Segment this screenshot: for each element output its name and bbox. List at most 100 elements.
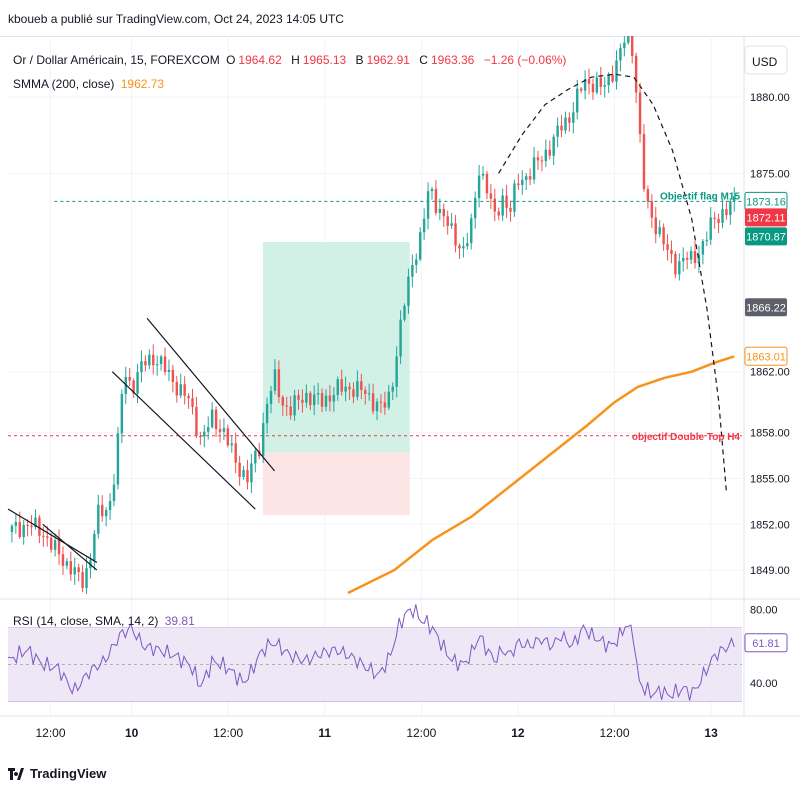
candle-body[interactable] bbox=[379, 401, 383, 403]
price-badge-1870[interactable] bbox=[745, 227, 787, 246]
candle-body[interactable] bbox=[548, 149, 551, 156]
candle-body[interactable] bbox=[387, 391, 391, 408]
candle-body[interactable] bbox=[434, 188, 438, 213]
candle-body[interactable] bbox=[454, 223, 457, 246]
currency-box[interactable] bbox=[744, 45, 788, 75]
candle-body[interactable] bbox=[583, 79, 587, 91]
candle-body[interactable] bbox=[568, 117, 571, 123]
candle-body[interactable] bbox=[226, 428, 230, 446]
candle-body[interactable] bbox=[285, 405, 288, 407]
candle-body[interactable] bbox=[674, 254, 677, 275]
candle-body[interactable] bbox=[269, 390, 273, 404]
candle-body[interactable] bbox=[34, 517, 37, 528]
rsi-current-badge[interactable] bbox=[744, 633, 788, 653]
candle-body[interactable] bbox=[120, 394, 124, 434]
rsi-label[interactable]: RSI (14, close, SMA, 14, 2) bbox=[13, 614, 159, 628]
candle-body[interactable] bbox=[481, 173, 485, 176]
candle-body[interactable] bbox=[458, 245, 461, 249]
candle-body[interactable] bbox=[615, 60, 618, 82]
candle-body[interactable] bbox=[312, 394, 316, 406]
candle-body[interactable] bbox=[101, 504, 104, 517]
candle-body[interactable] bbox=[360, 381, 363, 391]
candle-body[interactable] bbox=[395, 356, 398, 387]
candle-body[interactable] bbox=[144, 361, 147, 366]
symbol-name[interactable]: Or / Dollar Américain, 15, FOREXCOM bbox=[13, 53, 220, 67]
candle-body[interactable] bbox=[128, 377, 131, 381]
candle-body[interactable] bbox=[619, 48, 622, 61]
candle-body[interactable] bbox=[187, 395, 190, 399]
candle-body[interactable] bbox=[595, 77, 599, 93]
candle-body[interactable] bbox=[222, 428, 226, 432]
candle-body[interactable] bbox=[175, 381, 179, 396]
candle-body[interactable] bbox=[332, 394, 336, 402]
stop-loss-zone[interactable] bbox=[262, 452, 410, 516]
candle-body[interactable] bbox=[301, 399, 304, 403]
candle-body[interactable] bbox=[167, 369, 171, 373]
candle-body[interactable] bbox=[242, 469, 245, 478]
candle-body[interactable] bbox=[646, 189, 650, 202]
candle-body[interactable] bbox=[678, 261, 681, 275]
candle-body[interactable] bbox=[638, 92, 642, 135]
candle-body[interactable] bbox=[159, 356, 163, 365]
candle-body[interactable] bbox=[642, 134, 646, 190]
candle-body[interactable] bbox=[415, 259, 418, 265]
candle-body[interactable] bbox=[116, 433, 120, 485]
candle-body[interactable] bbox=[273, 369, 277, 391]
candle-body[interactable] bbox=[344, 386, 347, 392]
candle-body[interactable] bbox=[650, 201, 654, 218]
candle-body[interactable] bbox=[587, 79, 591, 84]
candle-body[interactable] bbox=[328, 395, 332, 402]
candle-body[interactable] bbox=[670, 249, 673, 255]
candle-body[interactable] bbox=[352, 389, 355, 397]
candle-body[interactable] bbox=[265, 403, 269, 424]
candle-body[interactable] bbox=[57, 540, 61, 555]
candle-body[interactable] bbox=[261, 423, 265, 457]
candle-body[interactable] bbox=[466, 243, 469, 247]
candle-body[interactable] bbox=[65, 561, 69, 566]
candle-body[interactable] bbox=[426, 191, 430, 219]
candle-body[interactable] bbox=[501, 195, 504, 216]
bull-flag-lower-line[interactable] bbox=[111, 371, 256, 510]
candle-body[interactable] bbox=[579, 88, 583, 91]
candle-body[interactable] bbox=[203, 431, 206, 437]
candle-body[interactable] bbox=[473, 197, 477, 219]
candle-body[interactable] bbox=[309, 392, 312, 406]
candle-body[interactable] bbox=[42, 535, 45, 537]
candle-body[interactable] bbox=[155, 364, 159, 366]
candle-body[interactable] bbox=[477, 175, 481, 198]
trendline-upper[interactable] bbox=[7, 508, 98, 563]
candle-body[interactable] bbox=[281, 397, 285, 406]
chart-canvas[interactable]: Objectif flag M15 objectif Double Top H4 1… bbox=[0, 36, 800, 756]
candle-body[interactable] bbox=[450, 223, 453, 226]
candle-body[interactable] bbox=[171, 369, 175, 382]
candle-body[interactable] bbox=[725, 209, 728, 216]
candle-body[interactable] bbox=[112, 484, 116, 502]
candle-body[interactable] bbox=[717, 218, 720, 223]
candle-body[interactable] bbox=[210, 409, 214, 428]
candle-body[interactable] bbox=[199, 436, 202, 438]
candle-body[interactable] bbox=[505, 195, 508, 208]
candle-body[interactable] bbox=[218, 429, 222, 432]
candle-body[interactable] bbox=[564, 117, 567, 131]
smma-label[interactable]: SMMA (200, close) bbox=[13, 77, 115, 91]
candle-body[interactable] bbox=[336, 379, 339, 395]
candle-body[interactable] bbox=[524, 176, 528, 180]
candle-body[interactable] bbox=[73, 567, 76, 575]
candle-body[interactable] bbox=[246, 469, 249, 483]
candle-body[interactable] bbox=[693, 251, 697, 264]
candle-body[interactable] bbox=[85, 568, 88, 589]
candle-body[interactable] bbox=[634, 55, 638, 93]
candle-body[interactable] bbox=[163, 356, 167, 373]
candle-body[interactable] bbox=[49, 537, 53, 550]
candle-body[interactable] bbox=[513, 183, 516, 212]
candle-body[interactable] bbox=[654, 217, 657, 235]
candle-body[interactable] bbox=[206, 427, 210, 432]
candle-body[interactable] bbox=[666, 244, 669, 250]
candle-body[interactable] bbox=[77, 567, 80, 573]
candle-body[interactable] bbox=[552, 136, 555, 156]
candle-body[interactable] bbox=[470, 218, 473, 244]
candle-body[interactable] bbox=[532, 157, 536, 180]
candle-body[interactable] bbox=[689, 251, 693, 260]
candle-body[interactable] bbox=[53, 540, 57, 550]
candle-body[interactable] bbox=[623, 42, 626, 49]
